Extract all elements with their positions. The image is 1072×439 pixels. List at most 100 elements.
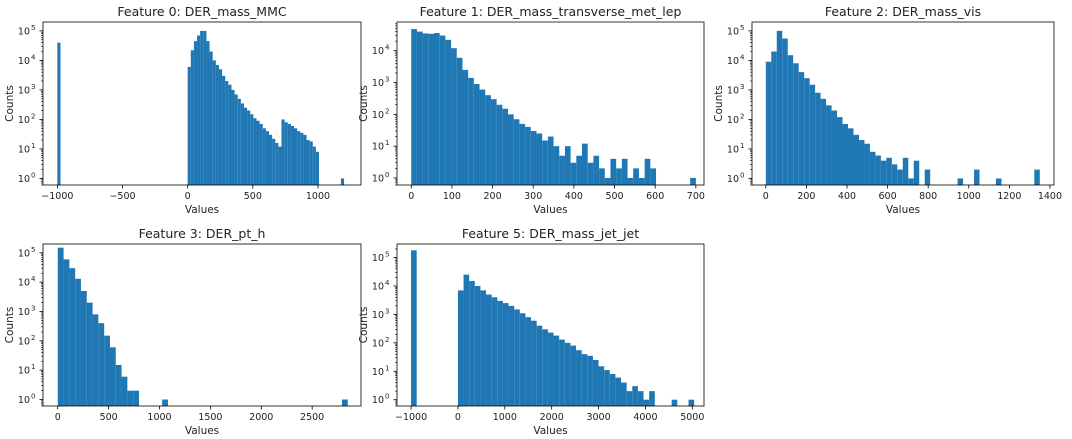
x-axis-label: Values [185, 425, 219, 437]
y-tick-exponent: 4 [740, 53, 745, 61]
histogram-bar [480, 290, 487, 406]
y-tick-exponent: 4 [385, 44, 390, 52]
x-tick-label: −500 [109, 191, 135, 202]
histogram-bar [121, 376, 128, 406]
y-tick-exponent: 0 [740, 171, 744, 179]
x-tick-label: 2500 [300, 412, 324, 423]
histogram-bar [875, 155, 881, 185]
histogram-bar [486, 294, 492, 406]
histogram-bar [69, 268, 76, 406]
histogram-bar [771, 51, 777, 186]
histogram-bar [92, 314, 99, 406]
y-tick-exponent: 1 [740, 142, 744, 150]
y-tick-exponent: 2 [385, 107, 389, 115]
histogram-bar [547, 136, 554, 185]
histogram-bar [793, 63, 799, 186]
histogram-bar [864, 143, 870, 185]
x-tick-label: 1000 [493, 412, 517, 423]
histogram-bar [582, 143, 588, 185]
x-tick-label: 100 [443, 191, 461, 202]
x-axis-label: Values [533, 204, 567, 216]
axes-frame [751, 21, 1055, 186]
histogram-bar [197, 35, 201, 186]
histogram-bar [525, 317, 532, 406]
histogram-bar [559, 339, 565, 406]
histogram-bar [913, 160, 920, 185]
y-axis-label: Counts [713, 85, 725, 122]
histogram-bar [542, 329, 548, 406]
histogram-bar [576, 350, 582, 406]
histogram-bar [820, 98, 827, 185]
histogram-bar [536, 133, 543, 185]
histogram-bar [491, 297, 498, 406]
histogram-bar [193, 41, 198, 186]
histogram-bar [250, 114, 254, 185]
histogram-bar [457, 290, 464, 406]
histogram-bar [115, 364, 122, 406]
y-tick-exponent: 3 [31, 304, 35, 312]
x-tick-label: 1000 [957, 191, 981, 202]
x-tick-label: 2000 [540, 412, 564, 423]
histogram-bar [439, 35, 446, 185]
x-tick-label: 0 [185, 191, 191, 202]
y-tick-exponent: 0 [31, 171, 35, 179]
histogram-bar [340, 178, 345, 185]
x-tick-label: 0 [55, 412, 61, 423]
histogram-bar [206, 41, 210, 186]
y-tick-exponent: 1 [31, 363, 35, 371]
y-tick-exponent: 2 [31, 112, 35, 120]
y-axis-label: Counts [4, 85, 16, 122]
histogram-bar [858, 140, 865, 185]
histogram-bar [462, 69, 469, 185]
histogram-bar [63, 259, 70, 406]
histogram-bar [284, 122, 288, 185]
histogram-bar [133, 390, 139, 406]
x-tick-label: 5000 [680, 412, 704, 423]
y-tick-label: 10 [18, 144, 30, 155]
x-tick-label: 0 [455, 412, 461, 423]
subplot-title: Feature 3: DER_pt_h [139, 226, 266, 241]
histogram-bar [190, 50, 194, 185]
histogram-bar [880, 160, 887, 185]
histogram-bar [502, 303, 509, 406]
y-tick-label: 10 [372, 173, 384, 184]
y-tick-exponent: 0 [385, 393, 389, 401]
x-tick-label: 1000 [306, 191, 330, 202]
histogram-bar [765, 61, 772, 185]
histogram-bar [309, 141, 313, 185]
histogram-bar [604, 177, 611, 185]
histogram-bar [240, 103, 244, 185]
histogram-bar [57, 247, 64, 406]
axes-frame [42, 243, 362, 407]
histogram-bar [187, 66, 191, 185]
histogram-bar [497, 300, 503, 406]
x-tick-label: 200 [797, 191, 815, 202]
histogram-bar [592, 359, 599, 406]
histogram-bar [604, 370, 610, 406]
histogram-bar [957, 178, 964, 185]
histogram-bar [644, 158, 651, 185]
histogram-bar [621, 158, 628, 185]
y-tick-exponent: 3 [385, 307, 389, 315]
histogram-bar [536, 325, 543, 406]
histogram-bar [287, 124, 291, 185]
histogram-bar [278, 146, 282, 185]
y-tick-label: 10 [372, 338, 384, 349]
histogram-bar [513, 119, 520, 185]
y-tick-label: 10 [727, 174, 739, 185]
histogram-bar [162, 399, 168, 406]
y-tick-label: 10 [18, 115, 30, 126]
histogram-bar [256, 120, 260, 185]
y-tick-exponent: 5 [31, 246, 35, 254]
histogram-bar [897, 169, 903, 185]
y-tick-exponent: 5 [740, 24, 744, 32]
y-tick-exponent: 1 [385, 364, 389, 372]
histogram-bar [303, 134, 307, 185]
histogram-bar [215, 64, 219, 185]
histogram-bar [411, 29, 417, 186]
histogram-bar [268, 134, 273, 185]
subplot-title: Feature 0: DER_mass_MMC [117, 4, 286, 19]
histogram-bar [57, 42, 61, 185]
y-tick-label: 10 [372, 46, 384, 57]
histogram-bar [297, 131, 301, 185]
